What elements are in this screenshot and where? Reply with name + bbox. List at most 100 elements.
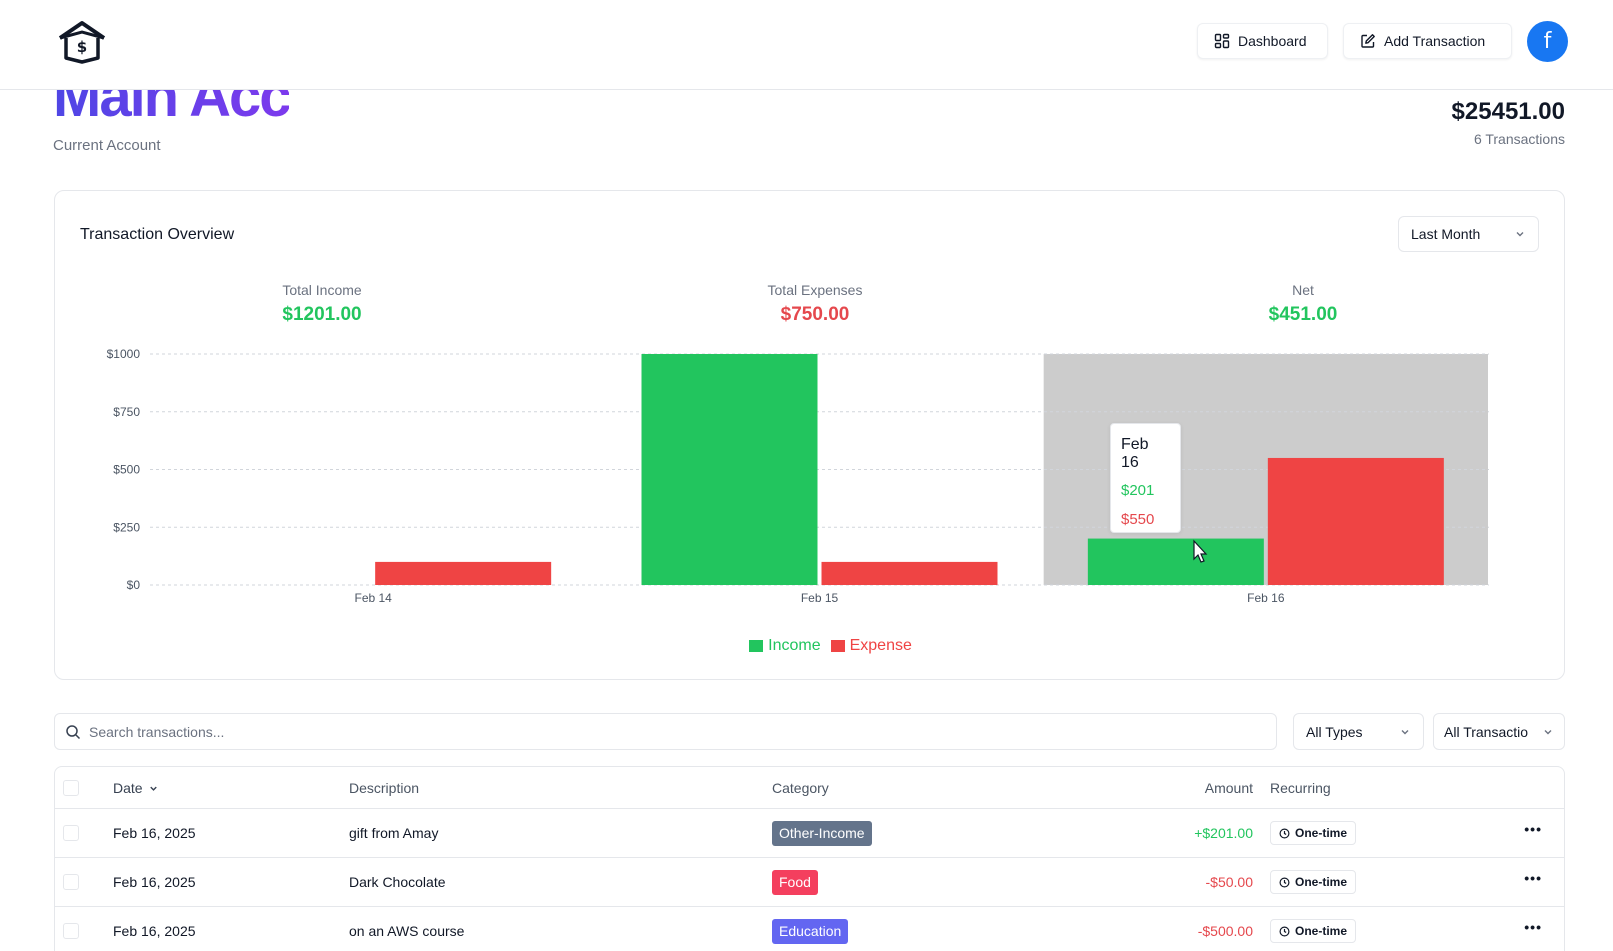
net-stat: Net $451.00	[1193, 282, 1413, 326]
dashboard-label: Dashboard	[1238, 33, 1307, 49]
category-badge: Food	[772, 870, 818, 895]
y-tick-label: $750	[113, 405, 140, 419]
house-dollar-icon[interactable]: $	[56, 18, 108, 66]
row-checkbox[interactable]	[63, 923, 79, 939]
total-income-label: Total Income	[282, 282, 362, 298]
search-bar	[54, 713, 1277, 750]
row-date: Feb 16, 2025	[113, 923, 196, 939]
bar-expense-feb-14[interactable]	[375, 561, 552, 585]
clock-icon	[1279, 926, 1290, 936]
y-tick-label: $500	[113, 463, 140, 477]
account-type: Current Account	[53, 137, 161, 154]
tooltip-income: $201	[1121, 482, 1155, 499]
net-value: $451.00	[1268, 304, 1338, 325]
row-checkbox[interactable]	[63, 874, 79, 890]
chevron-down-icon	[1516, 232, 1524, 237]
table-row[interactable]: Feb 16, 2025 Dark Chocolate Food -$50.00…	[55, 858, 1564, 907]
edit-pen-icon	[1361, 34, 1375, 48]
amount-header: Amount	[1204, 780, 1253, 796]
account-balance: $25451.00	[1451, 98, 1565, 125]
select-all-checkbox[interactable]	[63, 780, 79, 796]
chart-legend: Income Expense	[55, 637, 1566, 655]
type-filter-value: All Types	[1306, 723, 1363, 740]
svg-text:$: $	[77, 38, 87, 56]
x-tick-label: Feb 16	[1247, 591, 1285, 605]
y-tick-label: $1000	[107, 347, 141, 361]
search-input[interactable]	[89, 723, 1269, 740]
legend-swatch-income	[749, 640, 764, 652]
add-transaction-button[interactable]: Add Transaction	[1343, 23, 1512, 59]
table-row[interactable]: Feb 16, 2025 on an AWS course Education …	[55, 907, 1564, 951]
type-filter-select[interactable]: All Types	[1293, 713, 1424, 750]
bar-expense-feb-16[interactable]	[1267, 457, 1444, 585]
category-header: Category	[772, 780, 829, 796]
legend-label-income: Income	[768, 637, 821, 654]
dashboard-button[interactable]: Dashboard	[1197, 23, 1328, 59]
transaction-overview-card: $0 $250 $500 $750 $1000 Feb 14 Feb 15 Feb 16 Tr…	[54, 190, 1565, 680]
bar-income-feb-16[interactable]	[1087, 538, 1264, 585]
date-header-label: Date	[113, 780, 143, 796]
period-select[interactable]: Last Month	[1398, 216, 1539, 252]
period-select-value: Last Month	[1411, 226, 1481, 242]
total-expenses-value: $750.00	[780, 304, 850, 325]
total-income-stat: Total Income $1201.00	[212, 282, 432, 326]
row-amount: +$201.00	[1194, 825, 1253, 841]
total-expenses-label: Total Expenses	[767, 282, 863, 298]
chevron-down-icon	[1401, 729, 1409, 734]
table-row[interactable]: Feb 16, 2025 gift from Amay Other-Income…	[55, 809, 1564, 858]
recurring-badge: One-time	[1270, 870, 1357, 894]
sort-date-header[interactable]: Date	[113, 780, 159, 796]
x-tick-label: Feb 15	[801, 591, 839, 605]
recurring-label: One-time	[1295, 924, 1348, 938]
description-header: Description	[349, 780, 420, 796]
add-transaction-label: Add Transaction	[1384, 33, 1486, 49]
recurring-label: One-time	[1295, 826, 1348, 840]
x-tick-label: Feb 14	[354, 591, 392, 605]
transactions-table: Date Description Category Amount Recurri…	[54, 766, 1565, 951]
bar-chart[interactable]: $0 $250 $500 $750 $1000 Feb 14 Feb 15 Feb 16	[55, 191, 1566, 681]
y-tick-label: $250	[113, 520, 140, 534]
legend-item-income[interactable]: Income	[749, 637, 821, 655]
recurring-badge: One-time	[1270, 821, 1357, 845]
net-label: Net	[1292, 282, 1314, 298]
top-navbar: $ Dashboard Add Transaction f	[0, 0, 1613, 90]
tooltip-expense: $550	[1121, 511, 1155, 528]
chevron-down-icon	[149, 786, 157, 791]
legend-swatch-expense	[830, 640, 845, 652]
dashboard-grid-icon	[1214, 33, 1230, 49]
row-date: Feb 16, 2025	[113, 825, 196, 841]
recurring-header: Recurring	[1270, 780, 1331, 796]
card-title: Transaction Overview	[80, 226, 235, 243]
legend-item-expense[interactable]: Expense	[830, 637, 912, 655]
row-amount: -$500.00	[1197, 923, 1253, 939]
transaction-count: 6 Transactions	[1473, 131, 1565, 147]
mouse-cursor-icon	[1193, 539, 1208, 563]
row-date: Feb 16, 2025	[113, 874, 196, 890]
row-checkbox[interactable]	[63, 825, 79, 841]
search-icon	[66, 724, 81, 739]
bar-income-feb-15[interactable]	[641, 354, 818, 585]
recurring-label: One-time	[1295, 875, 1348, 889]
more-options-icon[interactable]: •••	[1524, 870, 1542, 886]
recurring-badge: One-time	[1270, 919, 1357, 943]
category-badge: Other-Income	[772, 821, 872, 846]
total-income-value: $1201.00	[282, 304, 362, 325]
avatar-letter: f	[1543, 29, 1552, 54]
table-header: Date Description Category Amount Recurri…	[55, 767, 1564, 809]
bar-expense-feb-15[interactable]	[821, 561, 998, 585]
avatar[interactable]: f	[1527, 21, 1568, 62]
total-expenses-stat: Total Expenses $750.00	[705, 282, 925, 326]
chart-tooltip: Feb 16 $201 $550	[1110, 423, 1181, 533]
more-options-icon[interactable]: •••	[1524, 919, 1542, 935]
tooltip-date: Feb 16	[1121, 436, 1149, 471]
recurring-filter-value: All Transactio	[1444, 723, 1529, 740]
category-badge: Education	[772, 919, 849, 944]
clock-icon	[1279, 828, 1290, 838]
clock-icon	[1279, 877, 1290, 887]
recurring-filter-select[interactable]: All Transactio	[1433, 713, 1565, 750]
legend-label-expense: Expense	[849, 637, 912, 654]
y-tick-label: $0	[127, 578, 141, 592]
more-options-icon[interactable]: •••	[1524, 821, 1542, 837]
row-description: gift from Amay	[349, 825, 439, 841]
row-amount: -$50.00	[1205, 874, 1253, 890]
